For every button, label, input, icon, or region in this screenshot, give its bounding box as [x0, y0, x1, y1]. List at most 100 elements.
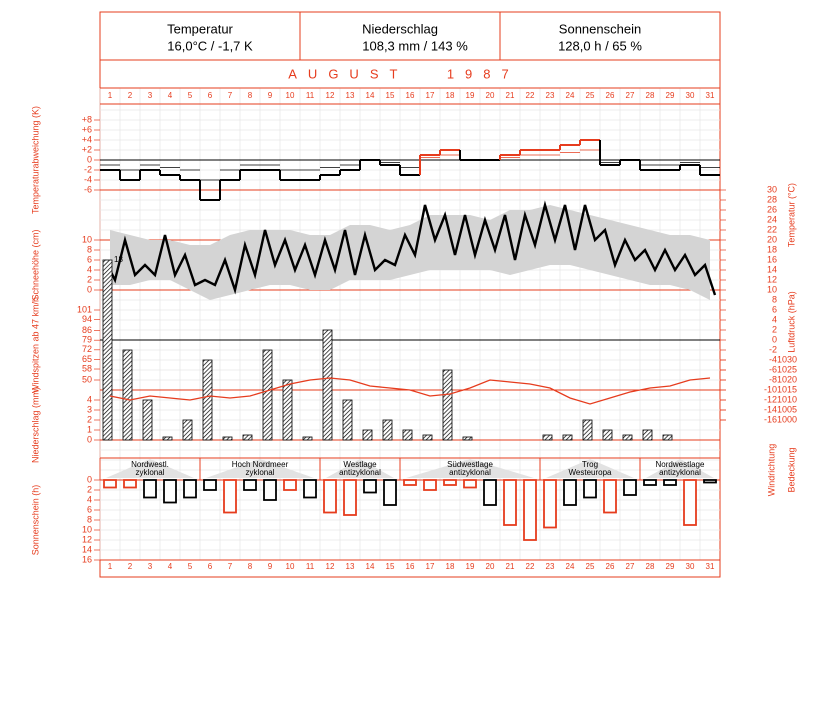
day-label: 13 — [346, 562, 355, 571]
sunshine-bar — [163, 479, 177, 504]
y-axis-title: Luftdruck (hPa) — [786, 291, 796, 353]
day-label: 2 — [128, 91, 133, 100]
precipitation-bar — [402, 429, 413, 441]
y-tick-label: 1030 — [777, 354, 797, 364]
day-label: 23 — [546, 91, 555, 100]
weather-type-shade — [206, 459, 314, 478]
weather-type-label: Westeuropa — [569, 468, 613, 477]
data-line — [103, 200, 717, 296]
header-label: Temperatur — [167, 21, 233, 36]
y-tick-label: 8 — [87, 244, 92, 254]
sunshine-bar — [643, 479, 657, 486]
y-tick-label: 16 — [82, 554, 92, 564]
y-tick-label: 28 — [767, 194, 777, 204]
y-tick-label: 6 — [87, 504, 92, 514]
weather-type-shade — [646, 459, 714, 478]
day-label: 26 — [606, 562, 615, 571]
sunshine-bar — [243, 479, 257, 491]
weather-type-label: antizyklonal — [449, 468, 491, 477]
sunshine-bar — [263, 479, 277, 501]
header-label: Sonnenschein — [559, 21, 641, 36]
day-label: 17 — [426, 91, 435, 100]
y-tick-label: -12 — [764, 394, 777, 404]
day-label: 10 — [286, 562, 295, 571]
y-tick-label: 4 — [772, 314, 777, 324]
day-label: 20 — [486, 91, 495, 100]
precipitation-bar — [602, 429, 613, 441]
day-label: 24 — [566, 91, 575, 100]
sunshine-bar — [383, 479, 397, 506]
weather-type-label: Nordwestlage — [656, 460, 705, 469]
y-tick-label: 1005 — [777, 404, 797, 414]
sunshine-bar — [503, 479, 517, 526]
precipitation-bar — [182, 419, 193, 441]
precipitation-bar — [162, 436, 173, 441]
day-label: 6 — [208, 562, 213, 571]
sunshine-bar — [203, 479, 217, 491]
y-tick-label: 94 — [82, 314, 92, 324]
precipitation-bar — [222, 436, 233, 441]
y-tick-label: 2 — [87, 414, 92, 424]
sunshine-bar — [403, 479, 417, 486]
day-label: 12 — [326, 562, 335, 571]
precipitation-bar — [262, 349, 273, 441]
y-tick-label: 50 — [82, 374, 92, 384]
y-tick-label: 4 — [87, 264, 92, 274]
weather-type-label: antizyklonal — [659, 468, 701, 477]
weather-type-label: zyklonal — [246, 468, 275, 477]
y-tick-label: 1 — [87, 424, 92, 434]
day-label: 31 — [706, 562, 715, 571]
y-tick-label: 30 — [767, 184, 777, 194]
value-label: 18 — [114, 255, 123, 264]
y-tick-label: 58 — [82, 363, 92, 373]
day-label: 29 — [666, 91, 675, 100]
y-tick-label: 79 — [82, 335, 92, 345]
precipitation-bar — [642, 429, 653, 441]
y-tick-label: 4 — [87, 394, 92, 404]
y-tick-label: -2 — [769, 344, 777, 354]
day-label: 31 — [706, 91, 715, 100]
day-label: 5 — [188, 91, 193, 100]
sunshine-bar — [303, 479, 317, 499]
y-tick-label: +4 — [82, 134, 92, 144]
y-tick-label: -6 — [769, 364, 777, 374]
y-tick-label: 8 — [772, 294, 777, 304]
y-tick-label: 0 — [87, 284, 92, 294]
weather-type-label: Südwestlage — [447, 460, 493, 469]
day-label: 18 — [446, 562, 455, 571]
day-label: 25 — [586, 562, 595, 571]
y-tick-label: 20 — [767, 234, 777, 244]
y-tick-label: 1025 — [777, 364, 797, 374]
y-tick-label: 0 — [772, 334, 777, 344]
day-label: 25 — [586, 91, 595, 100]
y-tick-label: +6 — [82, 124, 92, 134]
y-axis-title: Niederschlag (mm) — [30, 387, 40, 463]
y-axis-title: Windspitzen ab 47 km/h — [30, 297, 40, 393]
y-tick-label: 101 — [77, 304, 92, 314]
precipitation-bar — [562, 434, 573, 441]
day-label: 20 — [486, 562, 495, 571]
y-tick-label: -4 — [769, 354, 777, 364]
y-tick-label: 3 — [87, 404, 92, 414]
day-label: 7 — [228, 562, 233, 571]
day-label: 7 — [228, 91, 233, 100]
day-label: 2 — [128, 562, 133, 571]
day-label: 1 — [108, 91, 113, 100]
weather-type-label: Nordwestl. — [131, 460, 169, 469]
weather-type-shade — [106, 459, 194, 478]
precipitation-bar — [662, 434, 673, 441]
y-tick-label: 4 — [87, 494, 92, 504]
header-value: 128,0 h / 65 % — [558, 38, 642, 53]
day-label: 22 — [526, 562, 535, 571]
sunshine-bar — [683, 479, 697, 526]
sunshine-bar — [623, 479, 637, 496]
sunshine-bar — [663, 479, 677, 486]
weather-type-shade — [406, 459, 534, 478]
day-label: 6 — [208, 91, 213, 100]
y-tick-label: 8 — [87, 514, 92, 524]
y-tick-label: -4 — [84, 174, 92, 184]
precipitation-bar — [342, 399, 353, 441]
y-tick-label: 10 — [767, 284, 777, 294]
day-label: 28 — [646, 91, 655, 100]
